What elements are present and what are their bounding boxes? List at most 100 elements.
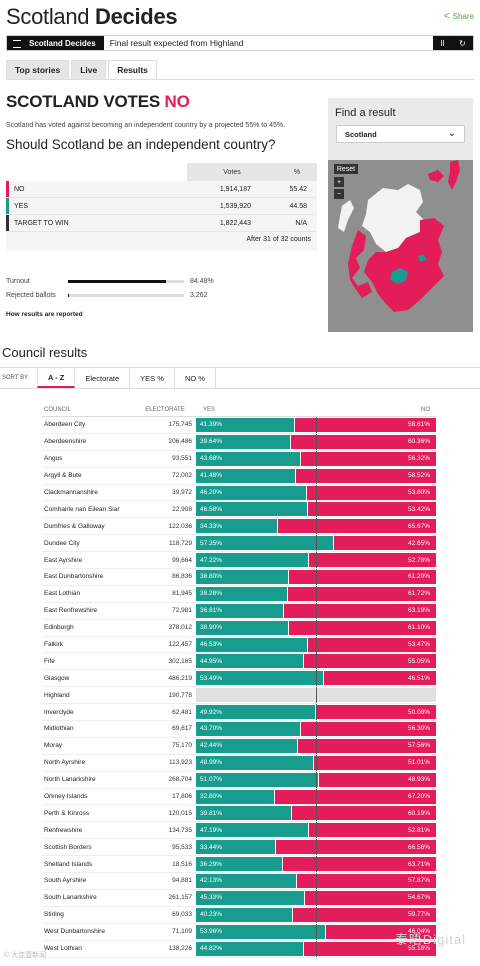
map-region-yes-central[interactable] bbox=[390, 268, 408, 284]
council-row[interactable]: Renfrewshire 134,735 47.19% 52.81% bbox=[42, 822, 436, 840]
result-bar: 47.22% 52.78% bbox=[196, 552, 436, 569]
council-row[interactable]: East Renfrewshire 72,981 36.81% 63.19% bbox=[42, 602, 436, 620]
watermark-left: © 大连壹新闻 bbox=[4, 952, 47, 959]
no-bar-segment: 55.18% bbox=[303, 941, 436, 956]
council-row[interactable]: East Dunbartonshire 86,836 38.80% 61.20% bbox=[42, 568, 436, 586]
council-name: Aberdeen City bbox=[44, 421, 86, 429]
council-name: East Dunbartonshire bbox=[44, 573, 104, 581]
turnout-value: 84.48% bbox=[190, 277, 214, 285]
sort-no-button[interactable]: NO % bbox=[175, 368, 216, 388]
tab-live[interactable]: Live bbox=[71, 60, 107, 79]
pct-header: % bbox=[277, 163, 317, 181]
map-reset-button[interactable]: Reset bbox=[334, 164, 358, 174]
no-bar-segment: 53.47% bbox=[307, 637, 436, 652]
council-table: COUNCIL ELECTORATE YES NO Aberdeen City 1… bbox=[42, 403, 436, 958]
refresh-icon[interactable]: ↻ bbox=[459, 38, 466, 48]
turnout-stat: Turnout 84.48% bbox=[6, 274, 318, 288]
result-bar bbox=[196, 687, 436, 704]
council-row[interactable]: Highland 190,778 bbox=[42, 687, 436, 705]
council-row[interactable]: Comhairle nan Eilean Siar 22,908 46.58% 53.… bbox=[42, 501, 436, 519]
council-row[interactable]: North Lanarkshire 268,704 51.07% 48.93% bbox=[42, 771, 436, 789]
council-row[interactable]: Falkirk 122,457 46.53% 53.47% bbox=[42, 636, 436, 654]
council-row[interactable]: Orkney Islands 17,806 32.80% 67.20% bbox=[42, 788, 436, 806]
fifty-percent-line bbox=[316, 585, 317, 602]
result-bar: 43.70% 56.30% bbox=[196, 720, 436, 737]
tab-results[interactable]: Results bbox=[108, 60, 157, 79]
zoom-out-button[interactable]: − bbox=[334, 189, 344, 199]
no-bar-segment: 59.77% bbox=[292, 907, 436, 922]
yes-bar-segment: 36.29% bbox=[196, 857, 284, 872]
sort-yes-button[interactable]: YES % bbox=[130, 368, 175, 388]
council-name: South Lanarkshire bbox=[44, 894, 97, 902]
council-row[interactable]: Inverclyde 62,481 49.92% 50.08% bbox=[42, 704, 436, 722]
ticker-text[interactable]: Final result expected from Highland bbox=[109, 38, 244, 48]
council-row[interactable]: South Ayrshire 94,881 42.13% 57.87% bbox=[42, 872, 436, 890]
chevron-down-icon: ⌄ bbox=[447, 128, 456, 139]
council-row[interactable]: Clackmannanshire 39,972 46.20% 53.80% bbox=[42, 484, 436, 502]
map-region-shetland[interactable] bbox=[448, 160, 460, 190]
fifty-percent-line bbox=[316, 889, 317, 906]
zoom-in-button[interactable]: + bbox=[334, 177, 344, 187]
council-row[interactable]: Midlothian 69,617 43.70% 56.30% bbox=[42, 720, 436, 738]
region-select[interactable]: Scotland ⌄ bbox=[336, 125, 465, 143]
result-bar: 44.82% 55.18% bbox=[196, 940, 436, 957]
yes-bar-segment: 38.90% bbox=[196, 620, 290, 635]
council-row[interactable]: East Ayrshire 99,664 47.22% 52.78% bbox=[42, 552, 436, 570]
council-row[interactable]: Edinburgh 378,012 38.90% 61.10% bbox=[42, 619, 436, 637]
council-row[interactable]: Aberdeen City 175,745 41.39% 58.61% bbox=[42, 416, 436, 434]
council-name: North Lanarkshire bbox=[44, 776, 96, 784]
yes-bar-segment: 46.58% bbox=[196, 502, 308, 517]
no-bar-segment: 63.19% bbox=[284, 603, 436, 618]
finder-title: Find a result bbox=[335, 107, 396, 119]
council-row[interactable]: Fife 302,165 44.95% 55.05% bbox=[42, 653, 436, 671]
council-row[interactable]: Scottish Borders 95,533 33.44% 66.56% bbox=[42, 839, 436, 857]
council-row[interactable]: West Lothian 138,226 44.82% 55.18% bbox=[42, 940, 436, 958]
sort-a-z-button[interactable]: A - Z bbox=[37, 368, 76, 388]
council-name: Inverclyde bbox=[44, 708, 74, 716]
yes-bar-segment: 43.70% bbox=[196, 721, 301, 736]
council-row[interactable]: West Dunbartonshire 71,109 53.96% 46.04% bbox=[42, 923, 436, 941]
map-region-western-isles[interactable] bbox=[338, 200, 354, 232]
council-name: Dundee City bbox=[44, 539, 80, 547]
council-name: East Lothian bbox=[44, 590, 81, 598]
result-votes: 1,539,920 bbox=[219, 202, 251, 210]
council-row[interactable]: Moray 75,170 42.44% 57.56% bbox=[42, 737, 436, 755]
council-electorate: 118,729 bbox=[168, 539, 192, 547]
region-select-value: Scotland bbox=[345, 129, 377, 139]
yes-bar-segment: 38.80% bbox=[196, 569, 290, 584]
council-row[interactable]: Angus 93,551 43.68% 56.32% bbox=[42, 450, 436, 468]
council-row[interactable]: Aberdeenshire 206,486 39.64% 60.36% bbox=[42, 433, 436, 451]
yes-bar-segment: 44.95% bbox=[196, 654, 304, 669]
council-electorate: 17,806 bbox=[172, 793, 192, 801]
result-bar: 42.13% 57.87% bbox=[196, 872, 436, 889]
council-electorate: 99,664 bbox=[172, 556, 192, 564]
map-region-orkney[interactable] bbox=[428, 170, 444, 182]
council-row[interactable]: East Lothian 81,945 38.28% 61.72% bbox=[42, 585, 436, 603]
council-row[interactable]: South Lanarkshire 261,157 45.33% 54.67% bbox=[42, 889, 436, 907]
council-row[interactable]: Dumfries & Galloway 122,036 34.33% 65.67% bbox=[42, 518, 436, 536]
council-row[interactable]: Glasgow 486,219 53.49% 46.51% bbox=[42, 670, 436, 688]
counts-footer: After 31 of 32 counts bbox=[6, 232, 317, 251]
no-bar-segment: 57.87% bbox=[297, 873, 436, 888]
council-row[interactable]: Argyll & Bute 72,002 41.48% 58.52% bbox=[42, 467, 436, 485]
council-row[interactable]: Dundee City 118,729 57.35% 42.65% bbox=[42, 535, 436, 553]
map-region-west-coast[interactable] bbox=[348, 230, 372, 298]
map-region-dundee[interactable] bbox=[418, 254, 426, 262]
share-button[interactable]: < Share bbox=[444, 11, 474, 22]
council-row[interactable]: Stirling 69,033 40.23% 59.77% bbox=[42, 906, 436, 924]
map-region-no-north[interactable] bbox=[362, 184, 424, 252]
tab-top-stories[interactable]: Top stories bbox=[6, 60, 70, 79]
scotland-map[interactable]: Reset + − bbox=[328, 160, 473, 332]
council-row[interactable]: North Ayrshire 113,923 48.99% 51.01% bbox=[42, 754, 436, 772]
council-name: Renfrewshire bbox=[44, 826, 83, 834]
sort-electorate-button[interactable]: Electorate bbox=[75, 368, 131, 388]
yes-bar-segment: 33.44% bbox=[196, 840, 277, 855]
map-region-no-south[interactable] bbox=[364, 218, 444, 312]
council-electorate: 206,486 bbox=[168, 438, 193, 446]
council-row[interactable]: Perth & Kinross 120,015 39.81% 60.19% bbox=[42, 805, 436, 823]
pause-icon[interactable]: II bbox=[440, 38, 445, 48]
council-row[interactable]: Shetland Islands 18,516 36.29% 63.71% bbox=[42, 856, 436, 874]
council-electorate: 486,219 bbox=[168, 674, 193, 682]
how-results-reported-link[interactable]: How results are reported bbox=[6, 311, 83, 318]
yes-marker bbox=[6, 198, 9, 214]
